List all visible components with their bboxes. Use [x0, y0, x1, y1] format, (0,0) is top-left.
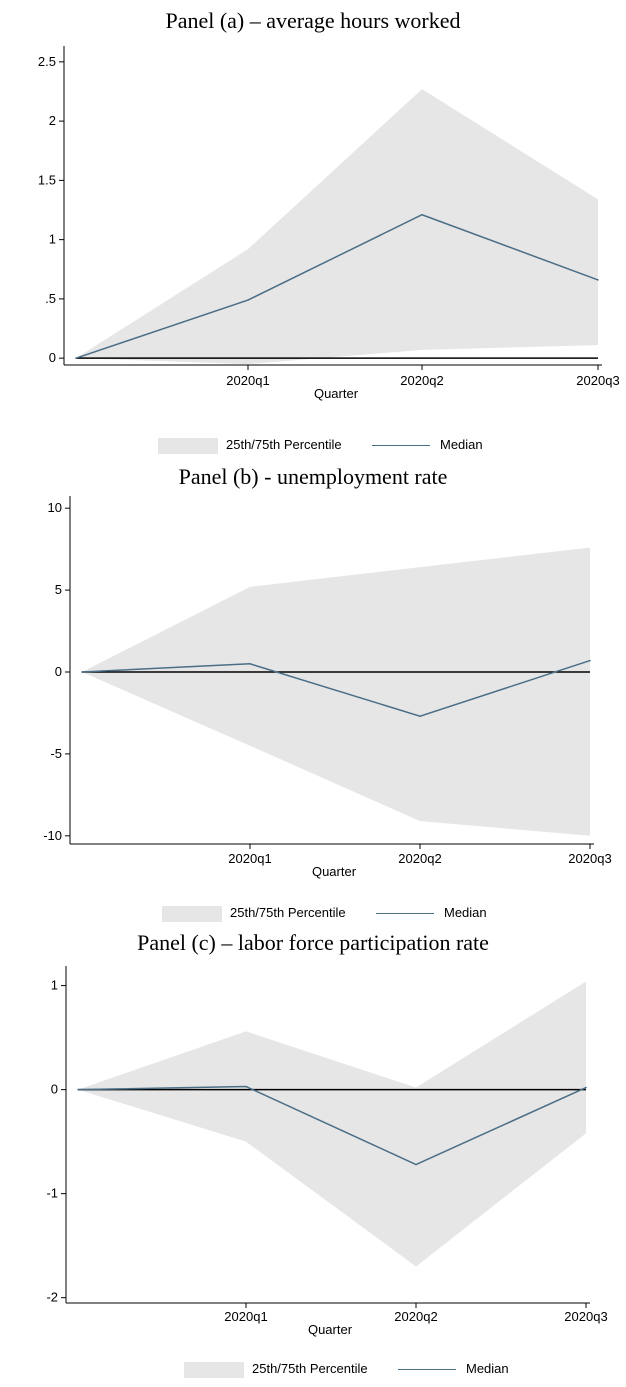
panel-c-legend: 25th/75th Percentile Median	[0, 1358, 626, 1382]
y-tick-label: -1	[46, 1186, 58, 1201]
percentile-band-area	[76, 89, 598, 365]
legend-band-swatch	[158, 438, 218, 454]
panel-b-legend: 25th/75th Percentile Median	[0, 902, 626, 926]
x-axis-label: Quarter	[312, 864, 357, 879]
y-tick-label: 1	[49, 232, 56, 247]
x-tick-label: 2020q3	[568, 851, 611, 866]
median-point	[421, 213, 423, 216]
y-tick-label: 0	[51, 1082, 58, 1097]
y-tick-label: 2	[49, 113, 56, 128]
y-tick-label: 0	[49, 350, 56, 365]
y-tick-label: .5	[45, 291, 56, 306]
y-tick-label: 2.5	[38, 54, 56, 69]
x-tick-label: 2020q3	[564, 1309, 607, 1324]
y-tick-label: -5	[50, 746, 62, 761]
panel-b-chart: 10 5 0 -5 -10 2020q1 2020q2 2020q3 Quarter	[43, 496, 612, 879]
x-tick-label: 2020q3	[576, 373, 619, 388]
legend-band-swatch	[162, 906, 222, 922]
percentile-band-area	[82, 547, 590, 836]
median-series-line	[75, 213, 599, 359]
percentile-band-area	[78, 981, 586, 1267]
median-point	[77, 1088, 79, 1091]
y-tick-label: 1	[51, 978, 58, 993]
legend-band-swatch	[184, 1362, 244, 1378]
legend-label-band: 25th/75th Percentile	[230, 905, 346, 920]
y-tick-label: -2	[46, 1290, 58, 1305]
legend-label-band: 25th/75th Percentile	[226, 437, 342, 452]
legend-line-swatch	[372, 445, 430, 446]
x-tick-label: 2020q1	[228, 851, 271, 866]
median-point	[249, 663, 251, 665]
y-tick-label: 0	[55, 664, 62, 679]
median-series-line	[77, 1085, 587, 1166]
y-tick-label: 1.5	[38, 172, 56, 187]
panel-c-title: Panel (c) – labor force participation ra…	[137, 930, 489, 955]
x-tick-label: 2020q1	[226, 373, 269, 388]
legend-label-band: 25th/75th Percentile	[252, 1361, 368, 1376]
median-point	[75, 357, 77, 359]
legend-label-median: Median	[466, 1361, 509, 1376]
legend-label-median: Median	[440, 437, 483, 452]
x-axis-label: Quarter	[314, 386, 359, 401]
median-point	[419, 715, 421, 718]
median-point	[81, 671, 83, 673]
panel-b-title: Panel (b) - unemployment rate	[178, 464, 448, 489]
median-point	[589, 659, 591, 662]
median-point	[245, 1085, 247, 1088]
x-tick-label: 2020q2	[400, 373, 443, 388]
panel-c-chart: 1 0 -1 -2 2020q1 2020q2 2020q3 Quarter	[46, 966, 608, 1337]
median-point	[247, 299, 249, 301]
legend-label-median: Median	[444, 905, 487, 920]
x-tick-label: 2020q2	[394, 1309, 437, 1324]
y-tick-label: 5	[55, 582, 62, 597]
median-point	[585, 1086, 587, 1089]
panel-a-title: Panel (a) – average hours worked	[165, 8, 461, 33]
x-axis-label: Quarter	[308, 1322, 353, 1337]
median-series-line	[81, 659, 591, 718]
x-tick-label: 2020q2	[398, 851, 441, 866]
median-point	[415, 1163, 417, 1166]
legend-line-swatch	[376, 913, 434, 914]
y-tick-label: 10	[48, 500, 62, 515]
x-tick-label: 2020q1	[224, 1309, 267, 1324]
y-tick-label: -10	[43, 828, 62, 843]
median-point	[597, 279, 599, 281]
panel-a-legend: 25th/75th Percentile Median	[0, 434, 626, 458]
legend-line-swatch	[398, 1369, 456, 1370]
